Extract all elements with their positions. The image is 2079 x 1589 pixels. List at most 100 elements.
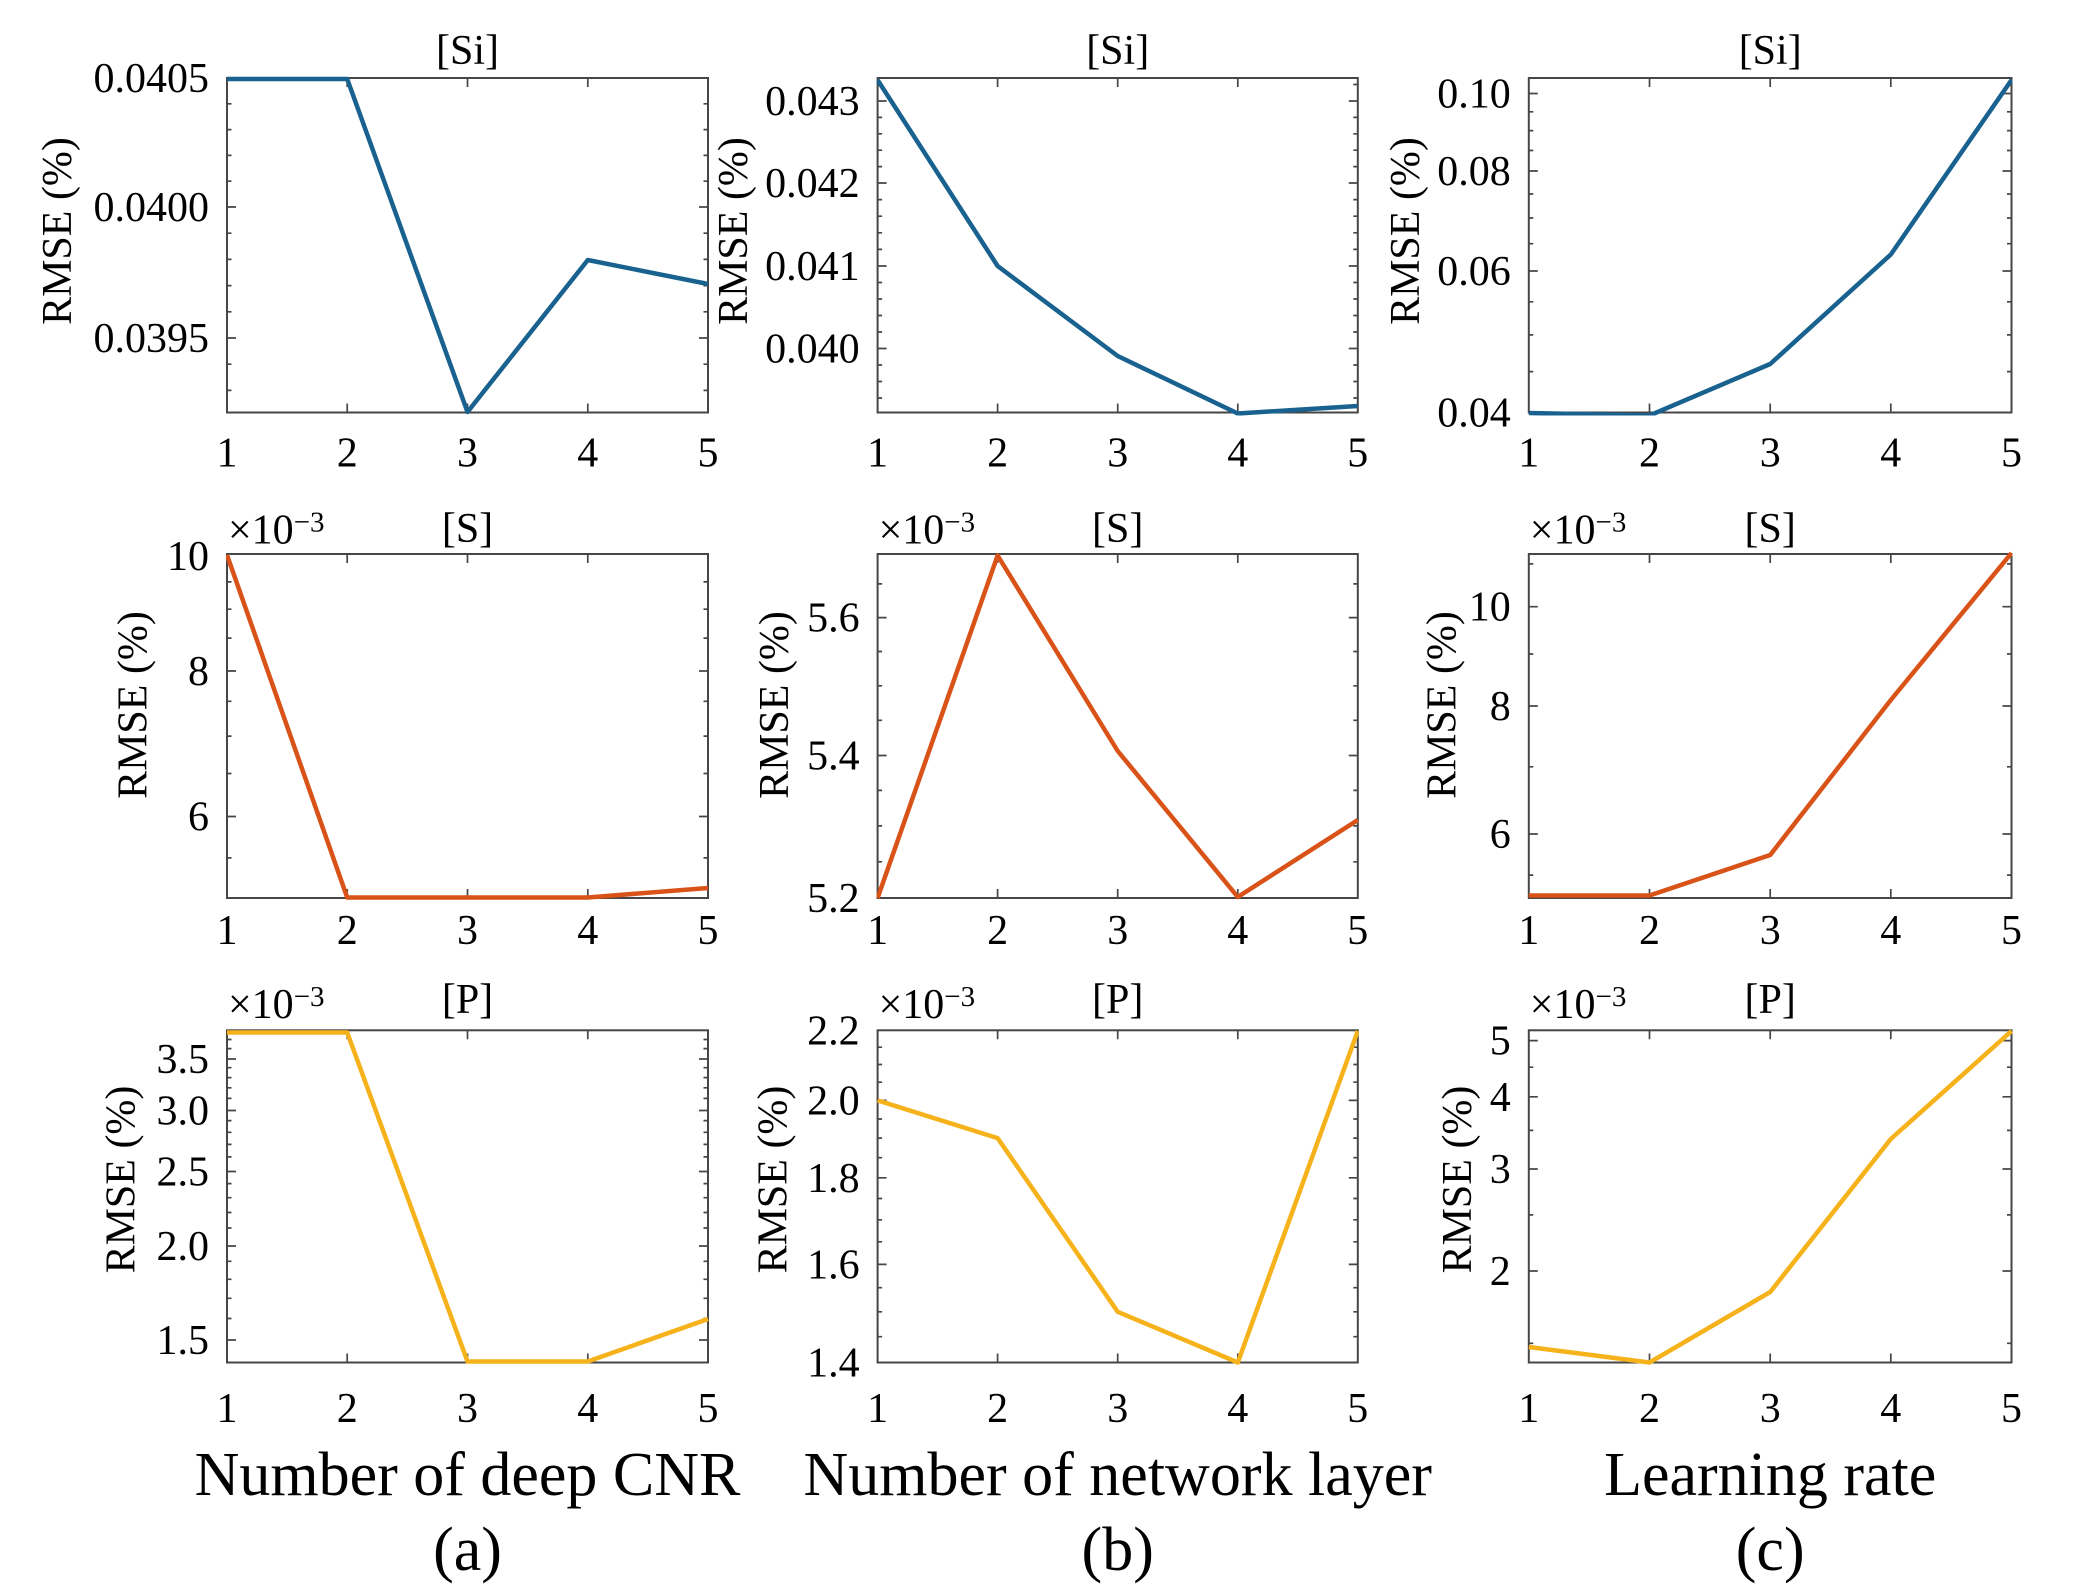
svg-text:4: 4 — [1227, 431, 1248, 477]
svg-text:4: 4 — [1880, 1386, 1901, 1432]
svg-text:0.043: 0.043 — [765, 79, 860, 125]
svg-text:Number of deep CNR: Number of deep CNR — [195, 1441, 741, 1509]
svg-text:RMSE (%): RMSE (%) — [752, 611, 798, 799]
svg-text:×10−3: ×10−3 — [879, 981, 976, 1028]
svg-text:2: 2 — [987, 908, 1008, 954]
svg-text:1: 1 — [217, 1386, 238, 1432]
svg-text:0.08: 0.08 — [1437, 149, 1511, 195]
svg-text:1: 1 — [217, 908, 238, 954]
svg-text:5: 5 — [698, 1386, 719, 1432]
svg-text:[Si]: [Si] — [436, 28, 499, 74]
svg-text:0.0395: 0.0395 — [94, 316, 210, 362]
svg-text:5.2: 5.2 — [807, 876, 860, 922]
svg-text:1.8: 1.8 — [807, 1156, 860, 1202]
svg-text:5: 5 — [698, 431, 719, 477]
svg-text:1: 1 — [867, 431, 888, 477]
svg-text:2: 2 — [337, 1386, 358, 1432]
svg-text:2: 2 — [987, 431, 1008, 477]
svg-text:[S]: [S] — [1092, 506, 1143, 552]
svg-text:2: 2 — [1490, 1249, 1511, 1295]
svg-text:RMSE (%): RMSE (%) — [1435, 1086, 1481, 1274]
svg-text:3: 3 — [457, 1386, 478, 1432]
svg-text:3: 3 — [1490, 1147, 1511, 1193]
svg-text:3.5: 3.5 — [157, 1037, 210, 1083]
svg-text:3: 3 — [1107, 1386, 1128, 1432]
svg-text:5: 5 — [1490, 1019, 1511, 1065]
svg-text:5: 5 — [1347, 908, 1368, 954]
svg-text:2.0: 2.0 — [157, 1224, 210, 1270]
svg-text:RMSE (%): RMSE (%) — [35, 137, 81, 325]
svg-text:RMSE (%): RMSE (%) — [111, 611, 157, 799]
svg-text:5: 5 — [698, 908, 719, 954]
svg-text:3: 3 — [1760, 908, 1781, 954]
svg-text:[P]: [P] — [1745, 977, 1796, 1023]
svg-text:5: 5 — [2001, 1386, 2022, 1432]
svg-text:2.2: 2.2 — [807, 1008, 860, 1054]
svg-text:5: 5 — [2001, 431, 2022, 477]
svg-text:3.0: 3.0 — [157, 1089, 210, 1135]
svg-text:2.0: 2.0 — [807, 1078, 860, 1124]
svg-text:4: 4 — [577, 431, 598, 477]
svg-text:2: 2 — [1639, 908, 1660, 954]
svg-text:4: 4 — [577, 908, 598, 954]
svg-text:3: 3 — [457, 431, 478, 477]
svg-text:[P]: [P] — [1092, 977, 1143, 1023]
svg-text:1: 1 — [217, 431, 238, 477]
svg-text:(c): (c) — [1736, 1516, 1805, 1584]
svg-text:0.0405: 0.0405 — [94, 56, 210, 102]
svg-text:2: 2 — [337, 908, 358, 954]
svg-text:[Si]: [Si] — [1739, 28, 1802, 74]
svg-text:1: 1 — [1518, 1386, 1539, 1432]
svg-text:1: 1 — [867, 1386, 888, 1432]
svg-text:0.0400: 0.0400 — [94, 185, 210, 231]
svg-text:5: 5 — [1347, 1386, 1368, 1432]
svg-text:3: 3 — [1107, 908, 1128, 954]
svg-text:0.06: 0.06 — [1437, 249, 1511, 295]
svg-text:Learning rate: Learning rate — [1604, 1441, 1936, 1509]
svg-text:[P]: [P] — [442, 977, 493, 1023]
svg-text:(a): (a) — [433, 1516, 502, 1584]
svg-text:RMSE (%): RMSE (%) — [751, 1086, 797, 1274]
svg-text:2: 2 — [1639, 1386, 1660, 1432]
svg-text:4: 4 — [1227, 908, 1248, 954]
svg-text:4: 4 — [1880, 908, 1901, 954]
svg-text:[Si]: [Si] — [1086, 28, 1149, 74]
svg-text:8: 8 — [188, 649, 209, 695]
svg-text:5.4: 5.4 — [807, 734, 860, 780]
svg-text:RMSE (%): RMSE (%) — [711, 137, 757, 325]
svg-text:10: 10 — [1469, 585, 1511, 631]
svg-text:Number of network layer: Number of network layer — [804, 1441, 1433, 1509]
svg-text:4: 4 — [1490, 1075, 1511, 1121]
svg-text:×10−3: ×10−3 — [879, 507, 976, 554]
svg-text:1: 1 — [1518, 908, 1539, 954]
svg-text:3: 3 — [457, 908, 478, 954]
svg-text:4: 4 — [1880, 431, 1901, 477]
svg-text:5: 5 — [2001, 908, 2022, 954]
svg-text:(b): (b) — [1082, 1516, 1154, 1584]
svg-text:3: 3 — [1760, 431, 1781, 477]
svg-text:2: 2 — [337, 431, 358, 477]
svg-text:2.5: 2.5 — [157, 1150, 210, 1196]
svg-text:RMSE (%): RMSE (%) — [99, 1086, 145, 1274]
svg-text:2: 2 — [1639, 431, 1660, 477]
svg-text:1: 1 — [867, 908, 888, 954]
svg-text:×10−3: ×10−3 — [1530, 507, 1627, 554]
svg-text:1: 1 — [1518, 431, 1539, 477]
svg-text:8: 8 — [1490, 684, 1511, 730]
svg-text:1.5: 1.5 — [157, 1318, 210, 1364]
svg-text:10: 10 — [167, 534, 209, 580]
svg-text:RMSE (%): RMSE (%) — [1420, 611, 1466, 799]
svg-text:0.10: 0.10 — [1437, 72, 1511, 118]
svg-text:1.4: 1.4 — [807, 1341, 860, 1387]
svg-text:0.040: 0.040 — [765, 327, 860, 373]
svg-text:0.041: 0.041 — [765, 244, 860, 290]
svg-text:6: 6 — [188, 795, 209, 841]
svg-text:0.042: 0.042 — [765, 161, 860, 207]
svg-text:0.04: 0.04 — [1437, 391, 1511, 437]
svg-text:2: 2 — [987, 1386, 1008, 1432]
svg-text:6: 6 — [1490, 812, 1511, 858]
svg-text:4: 4 — [1227, 1386, 1248, 1432]
svg-text:1.6: 1.6 — [807, 1242, 860, 1288]
svg-text:4: 4 — [577, 1386, 598, 1432]
svg-text:[S]: [S] — [442, 506, 493, 552]
